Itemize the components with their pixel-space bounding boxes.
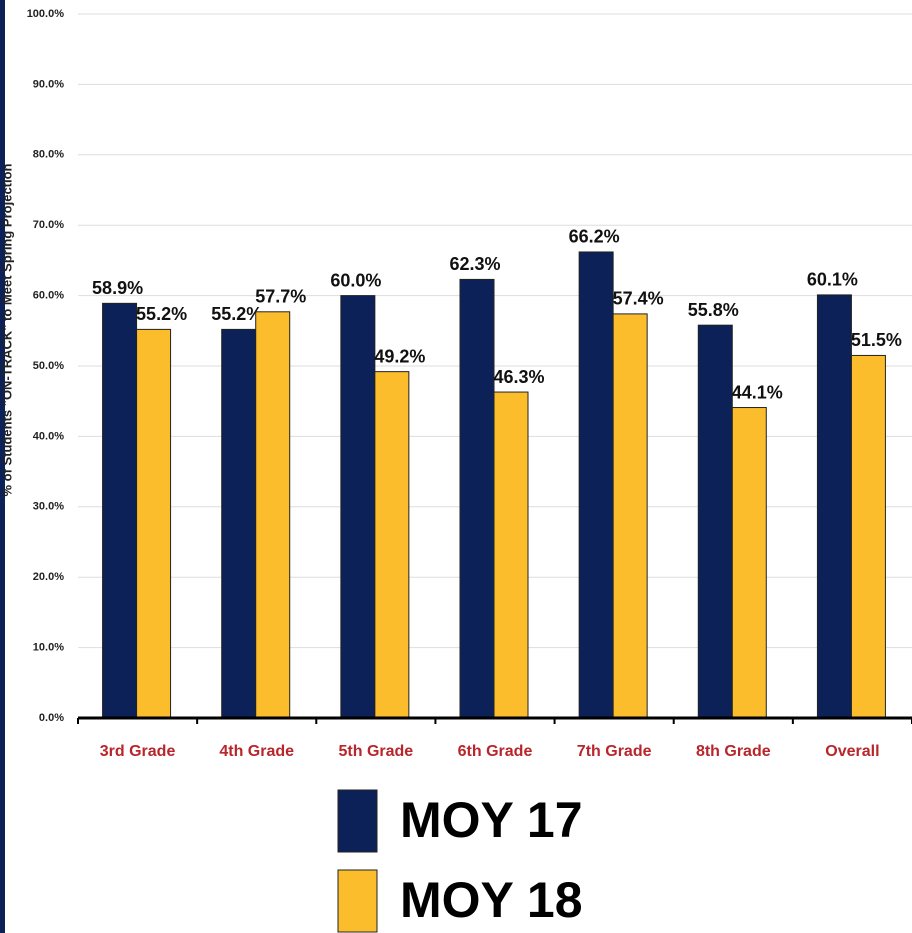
bar	[578, 251, 614, 719]
value-label: 55.2%	[136, 304, 187, 324]
bar	[612, 313, 648, 719]
value-label: 51.5%	[851, 330, 902, 350]
x-tick-label: 3rd Grade	[100, 743, 176, 760]
bar	[459, 278, 495, 719]
y-axis-label: % of Students "ON-TRACK" to Meet Spring …	[0, 163, 14, 496]
x-tick-label: 6th Grade	[458, 743, 533, 760]
bar	[850, 354, 886, 719]
legend-label: MOY 17	[400, 792, 583, 848]
legend-label: MOY 18	[400, 872, 583, 928]
value-label: 55.8%	[688, 300, 739, 320]
y-tick-label: 20.0%	[33, 571, 64, 583]
bar	[493, 391, 529, 719]
legend-swatch	[337, 869, 378, 933]
bar	[731, 407, 767, 719]
x-tick-label: 8th Grade	[696, 743, 771, 760]
value-label: 60.0%	[330, 270, 381, 290]
bar	[374, 371, 410, 719]
value-label: 57.4%	[613, 289, 664, 309]
y-tick-label: 60.0%	[33, 290, 64, 302]
bar	[816, 294, 852, 719]
y-tick-label: 80.0%	[33, 149, 64, 161]
x-tick-label: Overall	[825, 743, 879, 760]
y-tick-label: 90.0%	[33, 78, 64, 90]
x-tick-label: 7th Grade	[577, 743, 652, 760]
y-tick-label: 100.0%	[27, 8, 65, 20]
value-label: 66.2%	[569, 227, 620, 247]
value-label: 44.1%	[732, 382, 783, 402]
value-label: 57.7%	[255, 287, 306, 307]
bar	[136, 328, 172, 719]
y-tick-label: 70.0%	[33, 219, 64, 231]
legend-swatch	[337, 789, 378, 853]
x-tick-label: 4th Grade	[219, 743, 294, 760]
y-tick-label: 50.0%	[33, 360, 64, 372]
y-tick-label: 0.0%	[39, 712, 64, 724]
value-label: 49.2%	[374, 346, 425, 366]
value-label: 62.3%	[449, 254, 500, 274]
bar	[102, 302, 138, 719]
y-tick-label: 40.0%	[33, 430, 64, 442]
bar	[697, 324, 733, 719]
value-label: 58.9%	[92, 278, 143, 298]
value-label: 55.2%	[211, 304, 262, 324]
y-tick-label: 10.0%	[33, 642, 64, 654]
value-label: 46.3%	[493, 367, 544, 387]
bar	[340, 295, 376, 719]
left-strip	[0, 0, 5, 933]
bar	[221, 328, 257, 719]
x-tick-label: 5th Grade	[339, 743, 414, 760]
y-tick-label: 30.0%	[33, 501, 64, 513]
value-label: 60.1%	[807, 270, 858, 290]
bar	[255, 311, 291, 719]
